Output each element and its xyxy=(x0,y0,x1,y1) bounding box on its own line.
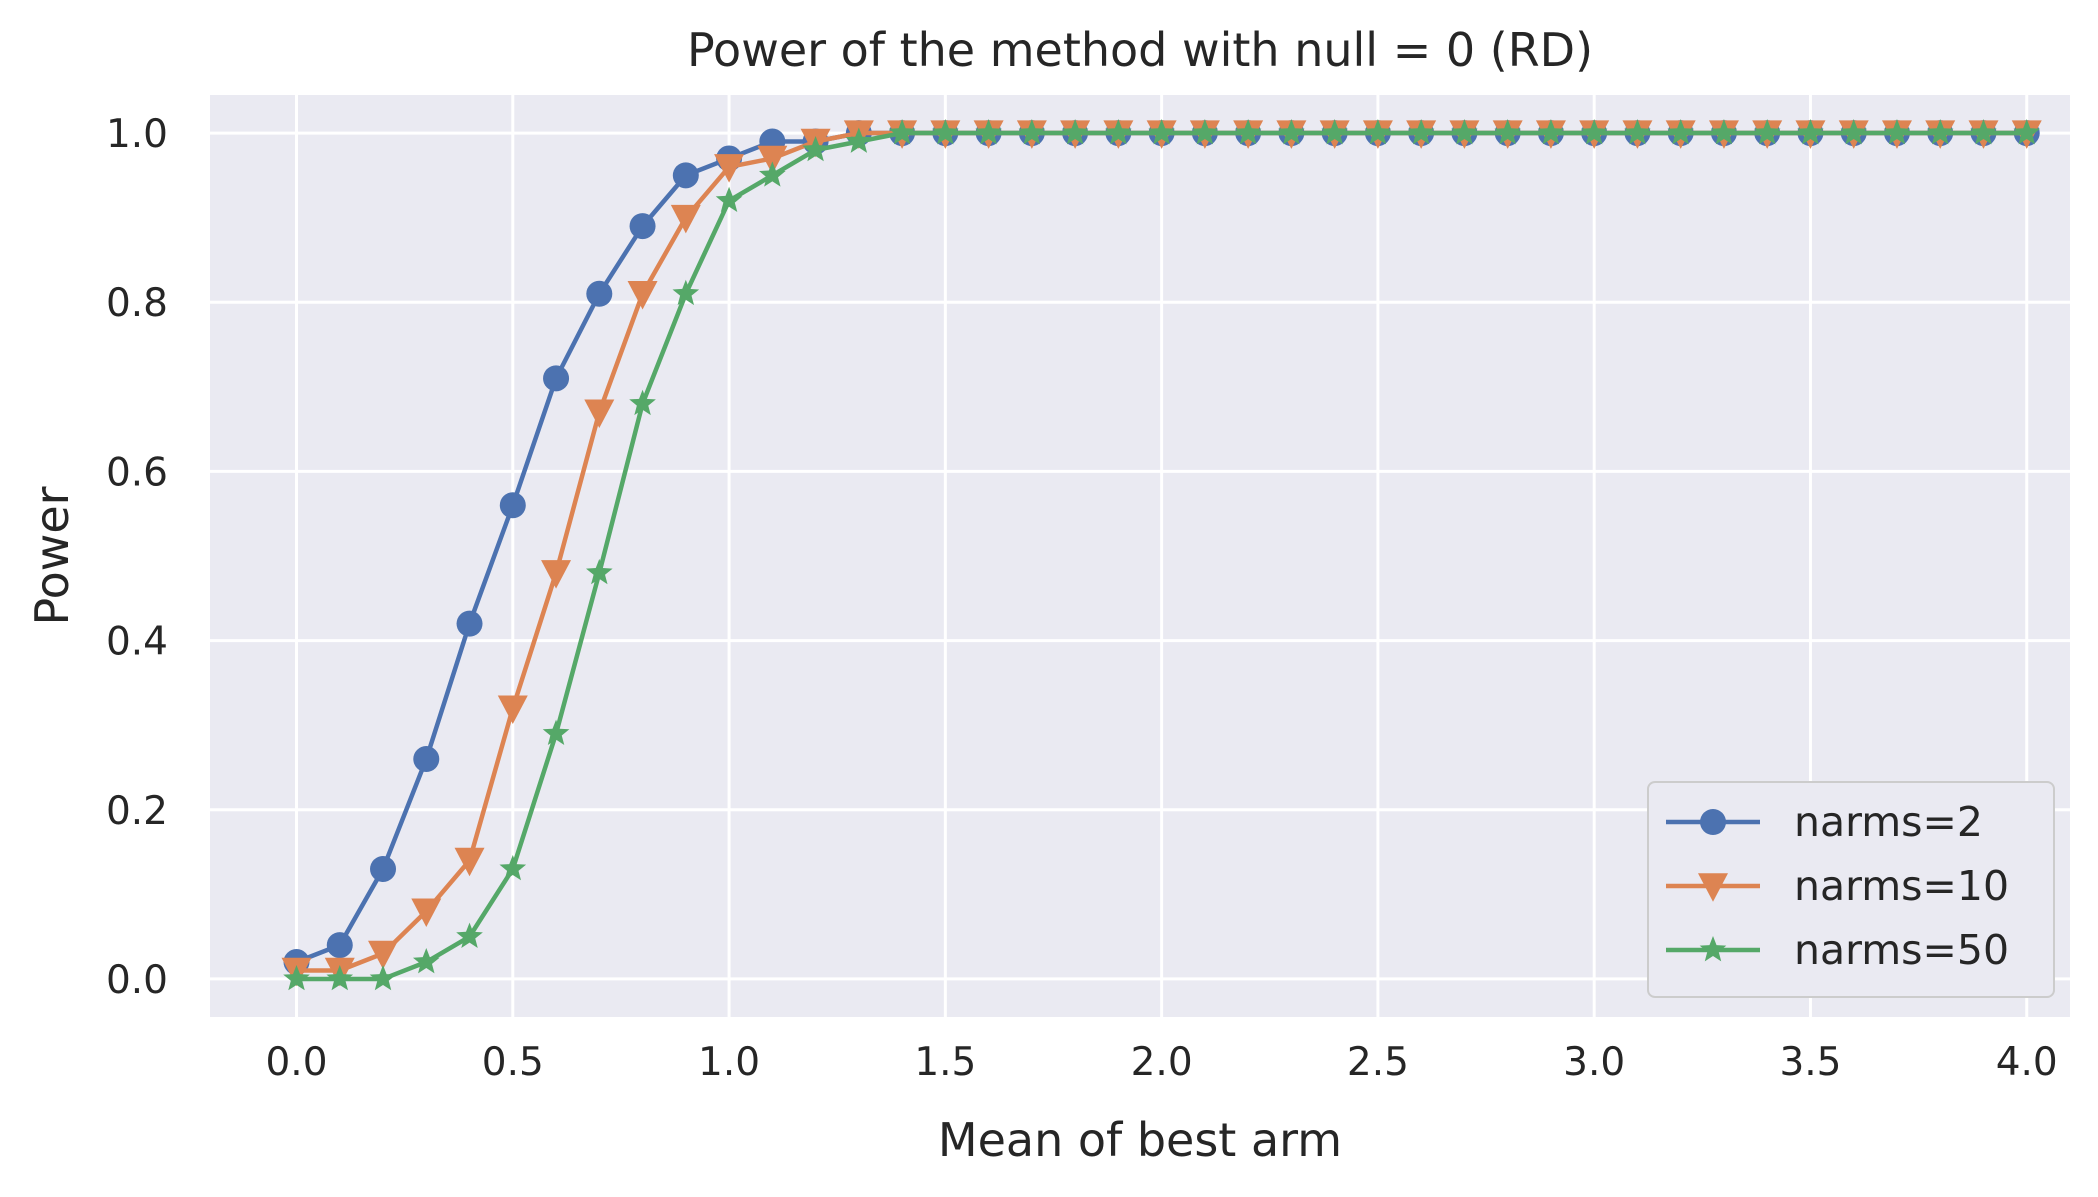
data-point xyxy=(1321,119,1348,145)
data-point xyxy=(1797,119,1824,145)
data-point xyxy=(326,964,354,991)
data-point xyxy=(757,145,788,175)
legend-box xyxy=(1647,781,2055,998)
x-tick-label: 1.5 xyxy=(914,1040,976,1085)
x-tick-label: 3.0 xyxy=(1563,1040,1625,1085)
x-tick-label: 2.5 xyxy=(1347,1040,1409,1085)
data-point xyxy=(456,922,483,948)
data-point xyxy=(1407,119,1435,145)
data-point xyxy=(1061,119,1089,145)
data-point xyxy=(499,492,526,519)
data-point xyxy=(1364,119,1392,145)
data-point xyxy=(1926,119,1954,145)
data-point xyxy=(802,135,829,162)
data-point xyxy=(411,898,442,928)
data-point xyxy=(368,940,399,970)
x-tick-label: 1.0 xyxy=(698,1040,760,1085)
data-point xyxy=(1883,119,1911,145)
data-point xyxy=(283,964,310,991)
data-point xyxy=(714,154,745,183)
data-point xyxy=(1018,119,1046,145)
series-narms=50 xyxy=(283,119,2041,991)
x-axis-label: Mean of best arm xyxy=(938,1113,1342,1167)
legend-label: narms=10 xyxy=(1794,862,2009,910)
y-tick-label: 0.8 xyxy=(106,281,168,326)
data-point xyxy=(541,560,572,589)
data-point xyxy=(370,855,397,882)
legend-label: narms=2 xyxy=(1794,798,1983,846)
y-tick-label: 0.4 xyxy=(106,620,168,665)
legend-item: narms=50 xyxy=(1666,926,2009,974)
data-point xyxy=(715,186,743,213)
y-tick-labels: 0.0 0.2 0.4 0.6 0.8 1.0 xyxy=(106,112,168,1003)
data-point xyxy=(586,280,613,307)
data-point xyxy=(629,213,656,240)
x-tick-label: 3.5 xyxy=(1779,1040,1841,1085)
data-point xyxy=(629,389,656,416)
data-point xyxy=(845,127,873,153)
data-point xyxy=(1580,119,1608,145)
data-point xyxy=(2013,119,2041,145)
data-point xyxy=(369,964,397,991)
data-point xyxy=(499,854,527,881)
data-point xyxy=(585,558,613,585)
chart-title: Power of the method with null = 0 (RD) xyxy=(687,23,1593,77)
y-tick-label: 0.6 xyxy=(106,450,168,495)
data-point xyxy=(413,746,440,773)
legend-item: narms=10 xyxy=(1666,862,2009,910)
data-point xyxy=(454,847,485,877)
data-point xyxy=(670,204,701,234)
x-tick-label: 0.5 xyxy=(482,1040,544,1085)
y-axis-label: Power xyxy=(25,486,79,625)
data-point xyxy=(672,162,699,189)
y-tick-label: 0.2 xyxy=(106,789,168,834)
y-tick-label: 1.0 xyxy=(106,112,168,157)
x-tick-label: 0.0 xyxy=(265,1040,327,1085)
data-point xyxy=(497,695,528,725)
data-point xyxy=(1624,119,1651,145)
data-point xyxy=(542,719,570,745)
data-point xyxy=(543,365,570,392)
data-point xyxy=(1191,119,1219,145)
data-point xyxy=(1840,119,1868,145)
legend-marker xyxy=(1700,809,1726,835)
legend: narms=2 narms=10 narms=50 xyxy=(1647,781,2055,998)
data-point xyxy=(1537,119,1565,145)
data-point xyxy=(412,948,440,974)
x-tick-label: 4.0 xyxy=(1996,1040,2058,1085)
legend-label: narms=50 xyxy=(1794,926,2009,974)
data-point xyxy=(1105,119,1132,145)
data-point xyxy=(1451,119,1478,145)
x-tick-label: 2.0 xyxy=(1131,1040,1193,1085)
legend-item: narms=2 xyxy=(1666,798,1983,846)
y-tick-label: 0.0 xyxy=(106,958,168,1003)
x-tick-labels: 0.0 0.5 1.0 1.5 2.0 2.5 3.0 3.5 4.0 xyxy=(265,1040,2057,1085)
data-point xyxy=(1148,119,1175,145)
series-layer xyxy=(281,119,2042,991)
data-point xyxy=(1710,119,1738,145)
data-point xyxy=(888,119,916,145)
data-point xyxy=(1753,119,1781,145)
data-point xyxy=(584,399,615,428)
legend-marker xyxy=(1698,873,1728,902)
legend-marker xyxy=(1699,936,1727,962)
data-point xyxy=(1278,119,1305,145)
data-point xyxy=(759,161,786,187)
data-point xyxy=(672,279,700,306)
data-point xyxy=(1234,119,1262,145)
data-point xyxy=(975,119,1002,145)
data-point xyxy=(326,932,353,959)
data-point xyxy=(1494,119,1521,145)
data-point xyxy=(456,610,483,637)
data-point xyxy=(1970,119,1997,145)
data-point xyxy=(1667,119,1695,145)
data-point xyxy=(932,119,959,145)
data-point xyxy=(627,281,658,310)
